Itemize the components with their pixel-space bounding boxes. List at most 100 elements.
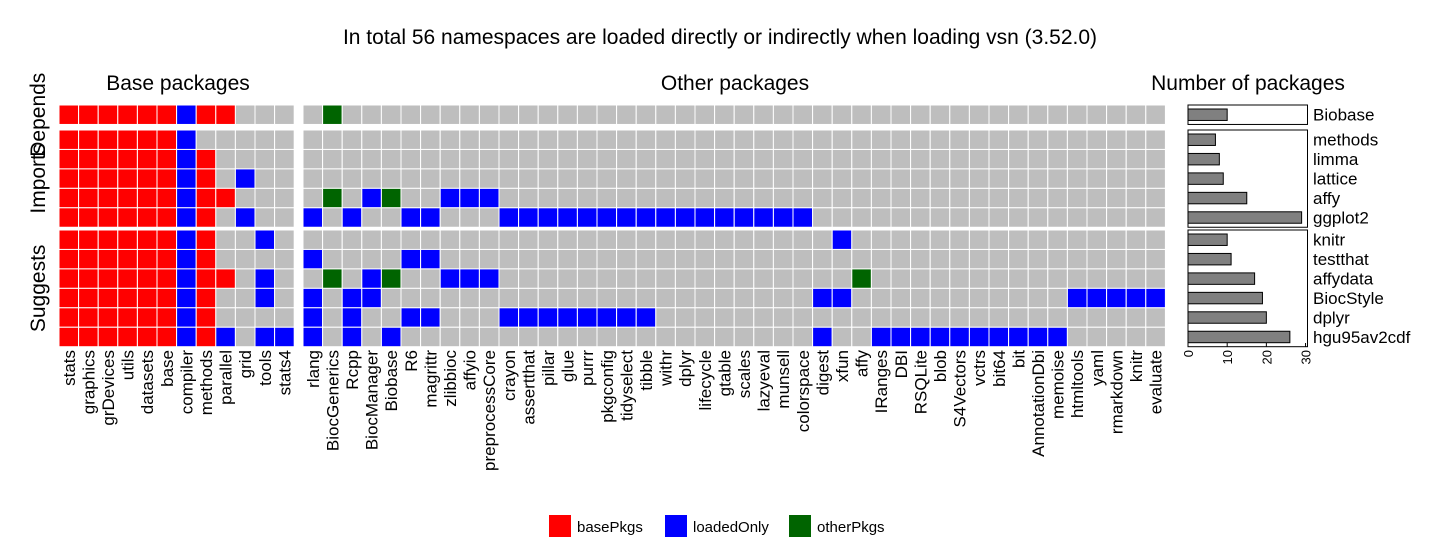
heatmap-cell [851, 104, 872, 125]
heatmap-cell [792, 326, 814, 348]
heatmap-cell [753, 207, 774, 228]
heatmap-cell [136, 326, 158, 348]
heatmap-cell [655, 287, 676, 309]
column-label: bit [1009, 350, 1028, 368]
heatmap-cell [1106, 187, 1127, 209]
heatmap-cell [870, 148, 892, 170]
heatmap-cell [400, 148, 422, 170]
heatmap-cell [557, 229, 578, 250]
heatmap-cell [772, 287, 794, 309]
heatmap-cell [576, 287, 598, 309]
heatmap-cell [753, 287, 774, 309]
heatmap-cell [254, 148, 276, 170]
heatmap-cell [254, 104, 276, 125]
count-panel-frame [1187, 104, 1308, 125]
heatmap-cell [478, 326, 500, 348]
heatmap-cell [988, 148, 1010, 170]
heatmap-cell [557, 129, 578, 150]
heatmap-cell [831, 229, 853, 250]
heatmap-cell [380, 104, 402, 125]
count-bar [1187, 133, 1216, 146]
heatmap-cell [851, 326, 872, 348]
column-label: tibble [637, 350, 656, 391]
column-label: glue [559, 350, 578, 382]
heatmap-cell [714, 104, 735, 125]
heatmap-cell [733, 187, 755, 209]
heatmap-cell [78, 129, 99, 150]
heatmap-cell [949, 168, 970, 189]
heatmap-cell [302, 187, 324, 209]
column-label: bit64 [990, 350, 1009, 387]
heatmap-cell [988, 307, 1010, 328]
heatmap-cell [792, 268, 814, 289]
heatmap-cell [655, 129, 676, 150]
heatmap-cell [478, 207, 500, 228]
heatmap-cell [341, 207, 363, 228]
heatmap-cell [420, 268, 441, 289]
heatmap-cell [254, 207, 276, 228]
heatmap-cell [772, 307, 794, 328]
heatmap-cell [890, 207, 912, 228]
heatmap-cell [1106, 326, 1127, 348]
heatmap-cell [322, 148, 343, 170]
heatmap-cell [156, 229, 178, 250]
column-label: Rcpp [343, 350, 362, 390]
heatmap-cell [988, 207, 1010, 228]
row-label: ggplot2 [1313, 209, 1369, 228]
heatmap-cell [1008, 268, 1029, 289]
chart-title: In total 56 namespaces are loaded direct… [343, 26, 1097, 49]
heatmap-cell [694, 287, 716, 309]
heatmap-cell [58, 148, 80, 170]
column-label: BiocManager [363, 350, 382, 451]
count-bar [1187, 291, 1263, 305]
column-label: knitr [1127, 350, 1146, 382]
heatmap-cell [812, 307, 833, 328]
heatmap-cell [890, 248, 912, 270]
heatmap-cell [1047, 168, 1068, 189]
heatmap-cell [97, 207, 119, 228]
heatmap-cell [812, 129, 833, 150]
heatmap-cell [478, 307, 500, 328]
heatmap-cell [851, 229, 872, 250]
heatmap-cell [949, 104, 970, 125]
heatmap-cell [58, 229, 80, 250]
column-label: S4Vectors [951, 350, 970, 428]
heatmap-cell [439, 104, 461, 125]
heatmap-cell [870, 307, 892, 328]
heatmap-cell [1145, 326, 1166, 348]
heatmap-cell [557, 187, 578, 209]
heatmap-cell [635, 248, 657, 270]
row-label: knitr [1313, 231, 1345, 250]
heatmap-cell [58, 326, 80, 348]
heatmap-cell [596, 129, 618, 150]
column-label: xfun [833, 350, 852, 382]
heatmap-cell [1027, 287, 1049, 309]
heatmap-cell [537, 207, 559, 228]
heatmap-cell [910, 187, 931, 209]
heatmap-cell [851, 248, 872, 270]
heatmap-cell [518, 129, 539, 150]
heatmap-cell [195, 207, 217, 228]
heatmap-cell [58, 187, 80, 209]
heatmap-cell [812, 326, 833, 348]
heatmap-cell [400, 129, 422, 150]
heatmap-cell [341, 148, 363, 170]
heatmap-cell [478, 268, 500, 289]
heatmap-cell [478, 287, 500, 309]
column-label: base [158, 350, 177, 387]
heatmap-cell [1125, 326, 1147, 348]
heatmap-cell [518, 307, 539, 328]
heatmap-cell [733, 307, 755, 328]
heatmap-cell [176, 129, 197, 150]
legend-label: basePkgs [577, 519, 643, 536]
heatmap-cell [195, 104, 217, 125]
heatmap-cell [929, 207, 951, 228]
heatmap-cell [439, 168, 461, 189]
heatmap-cell [812, 148, 833, 170]
heatmap-cell [156, 168, 178, 189]
heatmap-cell [635, 148, 657, 170]
heatmap-cell [851, 207, 872, 228]
heatmap-cell [498, 148, 520, 170]
heatmap-cell [988, 104, 1010, 125]
